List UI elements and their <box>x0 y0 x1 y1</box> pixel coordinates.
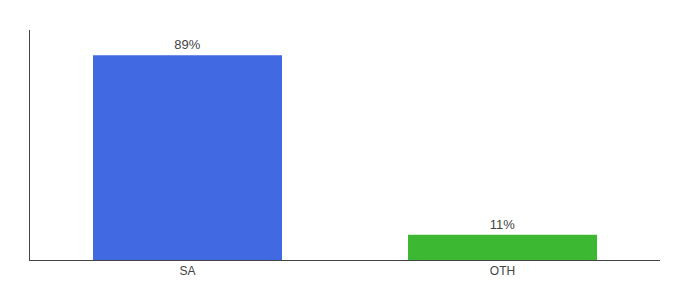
svg-text:SA: SA <box>179 264 195 278</box>
svg-text:OTH: OTH <box>490 264 515 278</box>
svg-text:89%: 89% <box>174 37 200 52</box>
svg-text:11%: 11% <box>490 217 515 232</box>
